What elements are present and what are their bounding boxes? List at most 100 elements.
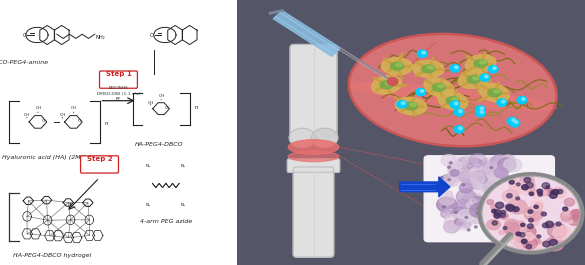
Circle shape [513,207,519,212]
FancyBboxPatch shape [424,156,555,242]
Ellipse shape [380,81,393,89]
Circle shape [552,189,559,195]
Circle shape [502,183,514,191]
Circle shape [538,193,542,196]
Text: Step 2: Step 2 [87,156,112,162]
Circle shape [481,184,493,193]
Circle shape [510,120,519,127]
Circle shape [445,214,464,230]
Circle shape [514,237,529,248]
Circle shape [494,194,509,205]
Circle shape [496,222,503,227]
Circle shape [480,182,493,192]
Text: NH₂: NH₂ [96,35,106,40]
Circle shape [504,222,519,234]
Circle shape [561,216,569,222]
Circle shape [499,204,510,212]
Circle shape [451,171,464,181]
Circle shape [498,197,507,203]
Circle shape [476,106,486,113]
Circle shape [522,185,528,190]
Circle shape [448,166,450,168]
Circle shape [529,218,534,222]
Circle shape [553,226,571,240]
Text: OH: OH [148,100,154,105]
Text: OH: OH [159,94,165,98]
Circle shape [487,219,500,230]
Circle shape [516,221,525,227]
Ellipse shape [390,62,404,70]
Circle shape [494,223,501,228]
Circle shape [450,65,460,72]
Circle shape [493,203,503,211]
Ellipse shape [396,63,402,67]
Circle shape [442,206,445,208]
Circle shape [508,204,514,209]
Circle shape [501,210,505,214]
Ellipse shape [446,97,459,105]
Circle shape [441,154,456,166]
Text: RT: RT [116,97,121,101]
Circle shape [487,184,501,195]
Circle shape [543,188,553,196]
Circle shape [557,189,563,194]
Circle shape [534,205,538,209]
Circle shape [550,190,555,193]
Polygon shape [273,11,340,56]
Circle shape [459,175,473,186]
Circle shape [483,205,499,218]
Ellipse shape [288,151,339,162]
Circle shape [467,170,473,175]
Circle shape [543,241,550,247]
Ellipse shape [480,61,486,64]
Circle shape [508,179,520,188]
Circle shape [466,205,481,216]
Circle shape [463,155,478,167]
Circle shape [487,181,498,189]
Circle shape [472,180,493,195]
Circle shape [476,109,486,117]
Circle shape [537,189,542,193]
Circle shape [504,177,517,187]
Circle shape [467,163,473,168]
Ellipse shape [371,76,402,94]
Circle shape [484,178,505,193]
Circle shape [474,212,489,223]
Circle shape [480,174,583,253]
Circle shape [495,186,515,201]
Circle shape [397,100,407,108]
Text: 4-arm PEG azide: 4-arm PEG azide [140,219,192,224]
Ellipse shape [494,90,500,93]
Circle shape [507,182,513,186]
Circle shape [481,158,497,170]
Ellipse shape [467,76,480,83]
Circle shape [499,191,508,198]
Circle shape [453,161,462,169]
Circle shape [567,219,572,224]
Circle shape [507,117,517,125]
Circle shape [501,155,515,166]
Circle shape [492,211,500,217]
Circle shape [459,183,473,193]
Circle shape [524,207,543,221]
Circle shape [469,154,487,167]
Circle shape [560,211,573,220]
Ellipse shape [381,58,412,75]
Circle shape [517,183,520,186]
Circle shape [443,221,460,233]
Circle shape [453,165,470,178]
Circle shape [522,238,537,249]
Circle shape [572,214,581,221]
Ellipse shape [349,34,557,146]
Circle shape [501,195,513,205]
Circle shape [469,175,479,183]
Circle shape [521,239,527,244]
Circle shape [479,204,498,218]
Text: O: O [22,33,26,38]
Circle shape [527,239,543,251]
Ellipse shape [488,89,501,97]
Ellipse shape [474,60,487,68]
Text: N₃: N₃ [146,203,151,207]
Circle shape [455,66,458,69]
Circle shape [416,89,426,96]
